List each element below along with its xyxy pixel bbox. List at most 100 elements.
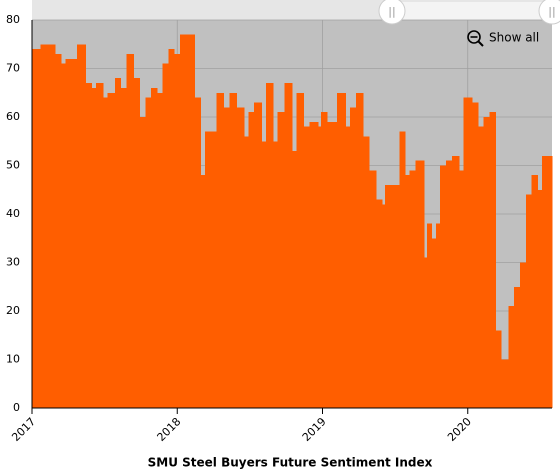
area-step [40, 44, 56, 408]
area-step [284, 83, 293, 409]
area-step [405, 175, 411, 408]
y-tick-label: 10 [6, 353, 20, 366]
area-step [95, 83, 104, 409]
area-step [139, 117, 146, 408]
area-step [501, 359, 509, 408]
area-step [292, 150, 297, 408]
plot-area [31, 19, 553, 409]
area-step [174, 53, 181, 408]
x-tick-label: 2017 [9, 415, 38, 444]
area-step [277, 112, 286, 409]
area-step [445, 160, 453, 408]
area-step [520, 262, 527, 408]
area-step [162, 63, 169, 409]
area-step [409, 170, 416, 408]
area-step [514, 286, 521, 408]
area-step [180, 34, 196, 409]
area-step [273, 141, 278, 408]
navigator-handle[interactable] [378, 0, 406, 25]
y-tick-label: 70 [6, 62, 20, 75]
area-step [61, 63, 66, 409]
area-step [151, 87, 158, 409]
y-tick-label: 40 [6, 207, 20, 220]
area-step [216, 92, 225, 408]
area-step [382, 204, 386, 408]
area-step [345, 126, 351, 408]
handle-grip: || [388, 5, 395, 18]
area-step [415, 160, 425, 408]
area-step [107, 92, 116, 408]
area-step [303, 126, 310, 408]
area-step [440, 165, 447, 408]
area-step [223, 107, 230, 409]
area-step [368, 170, 377, 408]
area-step [541, 155, 553, 408]
y-tick-label: 80 [6, 13, 20, 26]
zoom-icon [477, 40, 484, 47]
area-step [85, 83, 92, 409]
y-tick-label: 50 [6, 159, 20, 172]
x-tick-label: 2019 [300, 415, 329, 444]
area-step [296, 92, 305, 408]
area-step [355, 92, 364, 408]
area-step [531, 175, 538, 408]
area-step [309, 121, 319, 408]
area-step [91, 87, 97, 409]
area-step [463, 97, 473, 408]
area-step [156, 92, 164, 408]
area-step [489, 112, 496, 409]
area-step [363, 136, 370, 408]
area-step [194, 97, 201, 408]
chart-title: SMU Steel Buyers Future Sentiment Index [148, 456, 433, 470]
area-step [120, 87, 127, 409]
area-step [321, 112, 328, 409]
handle-grip: || [548, 5, 555, 18]
area-step [435, 223, 441, 408]
area-step [265, 83, 274, 409]
area-step [204, 131, 217, 409]
area-step [399, 131, 406, 409]
x-tick-label: 2020 [445, 415, 474, 444]
area-step [318, 126, 322, 408]
area-step [77, 44, 87, 408]
area-step [537, 189, 543, 408]
area-step [236, 107, 245, 409]
area-step [32, 49, 42, 408]
area-step [55, 53, 62, 408]
area-step [451, 155, 460, 408]
area-step [427, 223, 432, 408]
area-step [200, 175, 206, 408]
area-step [103, 97, 108, 408]
area-step [508, 306, 515, 408]
y-tick-label: 60 [6, 110, 20, 123]
area-step [525, 194, 533, 408]
area-step [477, 126, 485, 408]
area-step [495, 330, 502, 408]
area-step [384, 184, 400, 408]
area-step [424, 257, 428, 408]
zoom-icon [467, 30, 481, 44]
y-tick-label: 0 [13, 401, 20, 414]
area-step [326, 121, 338, 408]
area-step [145, 97, 152, 408]
navigator-window[interactable] [392, 2, 552, 20]
area-step [337, 92, 347, 408]
area-step [244, 136, 249, 408]
area-step [65, 58, 78, 409]
y-tick-label: 20 [6, 304, 20, 317]
y-tick-label: 30 [6, 256, 20, 269]
show-all-label[interactable]: Show all [489, 31, 539, 45]
area-step [376, 199, 383, 408]
area-step [431, 238, 437, 408]
show-all-button[interactable]: Show all [467, 30, 539, 47]
area-step [229, 92, 238, 408]
area-step [133, 78, 140, 408]
x-tick-label: 2018 [155, 415, 184, 444]
area-step [168, 49, 175, 408]
area-step [126, 53, 135, 408]
area-step [459, 170, 464, 408]
area-step [472, 102, 479, 408]
area-step [483, 117, 490, 408]
navigator-handle[interactable] [538, 0, 560, 25]
